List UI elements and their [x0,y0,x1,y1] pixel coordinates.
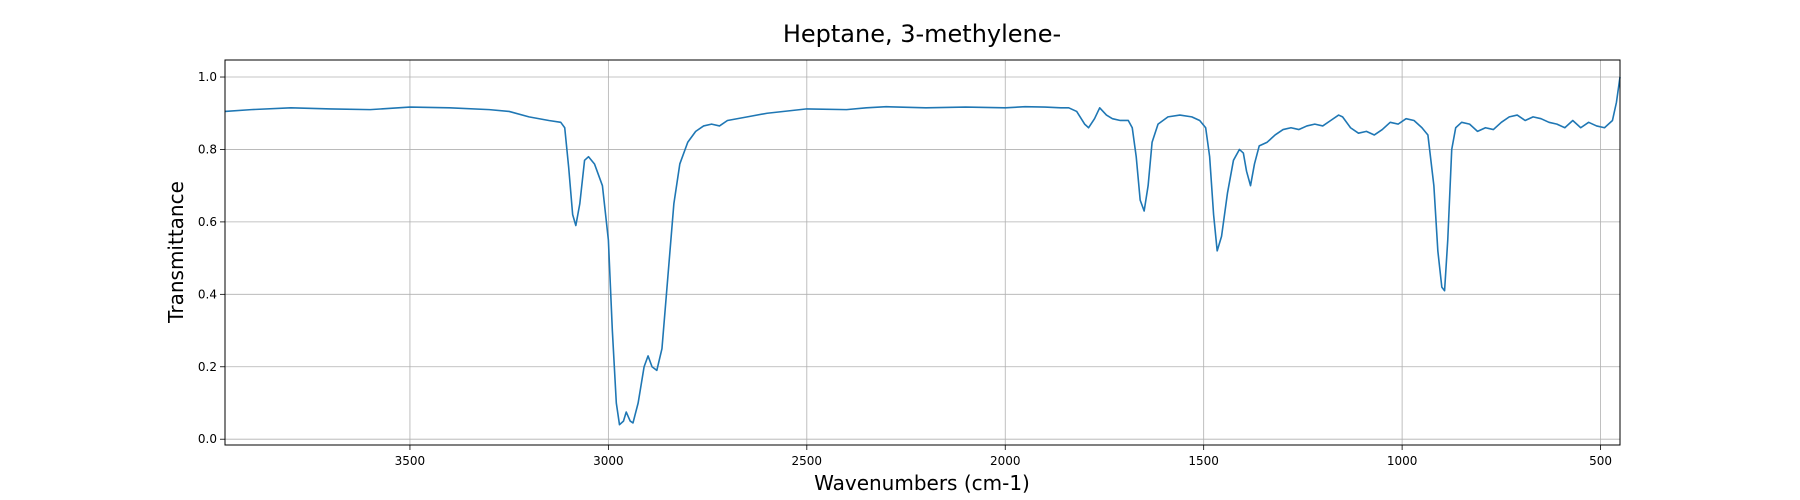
y-tick-label: 0.6 [198,215,217,229]
y-tick-label: 0.4 [198,287,217,301]
spectrum-line [224,76,1621,426]
plot-frame [224,59,1621,446]
y-tick-label: 0.2 [198,360,217,374]
y-axis-label: Transmittance [164,181,188,324]
x-tick-label: 2000 [990,454,1021,468]
x-tick-label: 1000 [1387,454,1418,468]
y-tick-label: 0.8 [198,142,217,156]
y-tick-label: 1.0 [198,70,217,84]
x-tick-label: 1500 [1188,454,1219,468]
y-tick-label: 0.0 [198,432,217,446]
x-axis-label: Wavenumbers (cm-1) [814,471,1030,495]
x-tick-label: 2500 [792,454,823,468]
x-tick-label: 3500 [395,454,426,468]
x-tick-label: 500 [1589,454,1612,468]
x-tick-label: 3000 [593,454,624,468]
chart-title: Heptane, 3-methylene- [783,20,1061,48]
